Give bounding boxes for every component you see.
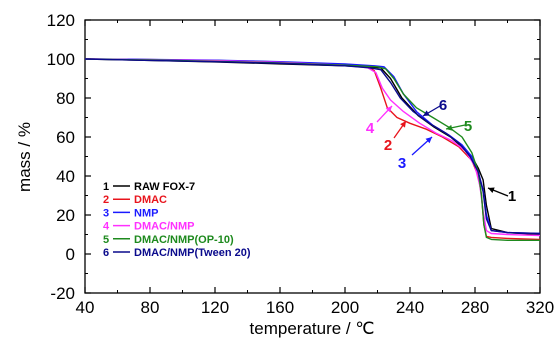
x-tick-label: 280 <box>461 298 489 317</box>
annotation-label-5: 5 <box>464 118 472 135</box>
annotation-label-1: 1 <box>508 188 516 205</box>
legend-number: 1 <box>103 181 109 193</box>
legend-label: DMAC <box>134 194 167 206</box>
legend-number: 6 <box>103 247 109 259</box>
y-tick-label: 40 <box>56 167 75 186</box>
y-tick-label: 100 <box>47 50 75 69</box>
legend-number: 4 <box>103 221 110 233</box>
annotation-arrowhead <box>385 106 392 113</box>
legend-label: RAW FOX-7 <box>134 181 195 193</box>
x-tick-label: 240 <box>396 298 424 317</box>
annotation-arrowhead <box>446 124 453 131</box>
series-line-6 <box>84 58 541 235</box>
annotation-label-2: 2 <box>384 137 392 154</box>
legend-number: 2 <box>103 194 109 206</box>
legend-label: DMAC/NMP(Tween 20) <box>134 247 251 259</box>
x-axis-title: temperature / ℃ <box>250 319 375 338</box>
annotation-label-3: 3 <box>398 155 406 172</box>
legend-label: NMP <box>134 207 158 219</box>
x-tick-label: 320 <box>526 298 554 317</box>
annotation-label-6: 6 <box>439 97 447 114</box>
annotation-label-4: 4 <box>366 120 375 137</box>
y-tick-label: 120 <box>47 11 75 30</box>
y-tick-label: 80 <box>56 89 75 108</box>
legend-label: DMAC/NMP(OP-10) <box>134 234 234 246</box>
annotation-arrowhead <box>425 137 432 144</box>
y-tick-label: 60 <box>56 128 75 147</box>
x-tick-label: 200 <box>331 298 359 317</box>
y-axis-title: mass / % <box>15 122 34 192</box>
x-tick-label: 40 <box>76 298 95 317</box>
x-tick-label: 160 <box>266 298 294 317</box>
annotation-arrowhead <box>423 110 430 116</box>
y-tick-label: -20 <box>50 284 75 303</box>
legend-label: DMAC/NMP <box>134 221 195 233</box>
x-tick-label: 80 <box>141 298 160 317</box>
x-tick-label: 120 <box>201 298 229 317</box>
legend-number: 3 <box>103 207 109 219</box>
y-tick-label: 20 <box>56 206 75 225</box>
annotation-arrowhead <box>400 121 406 128</box>
y-tick-label: 0 <box>66 245 75 264</box>
legend-number: 5 <box>103 234 109 246</box>
annotation-arrowhead <box>488 187 495 194</box>
